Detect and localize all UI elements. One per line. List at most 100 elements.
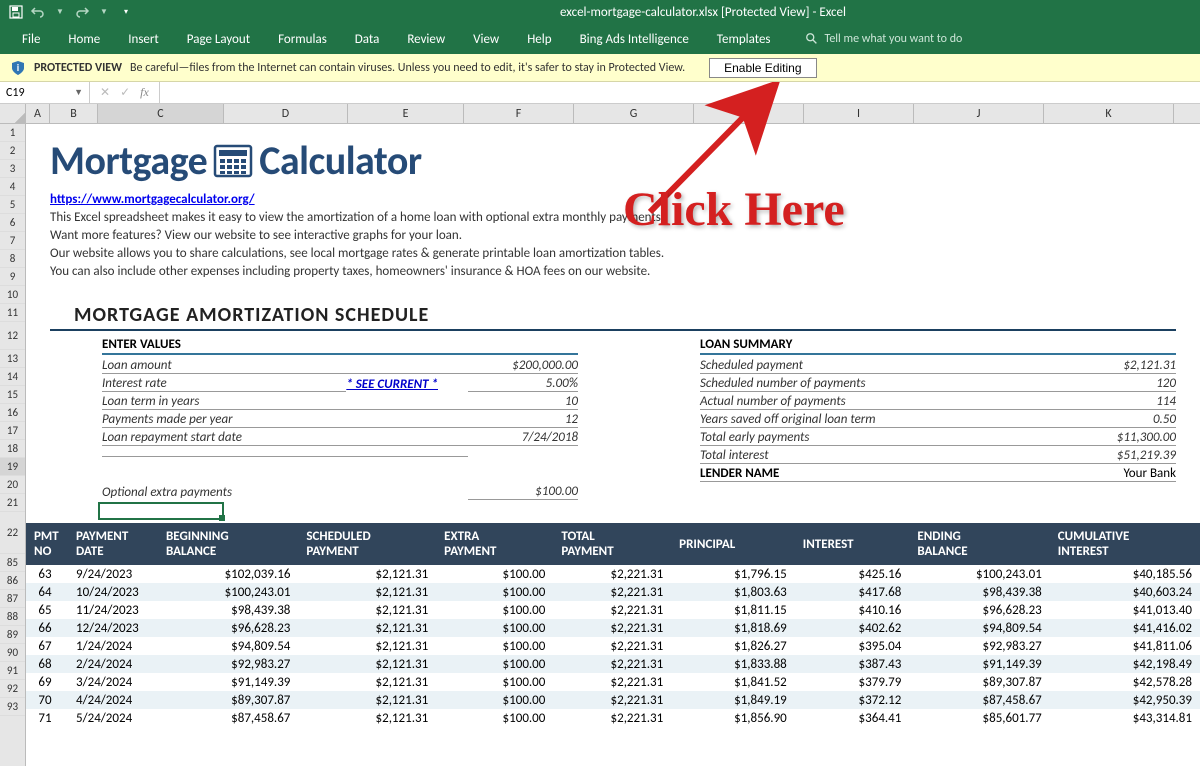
- formula-bar: C19 ▼ ✕ ✓ fx: [0, 82, 1200, 104]
- table-header: PAYMENTDATE: [68, 523, 158, 565]
- enable-editing-button[interactable]: Enable Editing: [709, 58, 816, 78]
- row-header-85[interactable]: 85: [0, 554, 25, 572]
- namebox-dropdown-icon[interactable]: ▼: [74, 87, 83, 98]
- tab-data[interactable]: Data: [341, 24, 394, 54]
- row-header-90[interactable]: 90: [0, 644, 25, 662]
- col-header-B[interactable]: B: [50, 104, 98, 123]
- website-link[interactable]: https://www.mortgagecalculator.org/: [50, 192, 255, 207]
- ribbon-tabs: File Home Insert Page Layout Formulas Da…: [0, 24, 1200, 54]
- tab-insert[interactable]: Insert: [114, 24, 173, 54]
- row-header-14[interactable]: 14: [0, 368, 25, 386]
- enter-icon[interactable]: ✓: [120, 85, 130, 100]
- row-header-5[interactable]: 5: [0, 196, 25, 214]
- col-header-C[interactable]: C: [98, 104, 224, 123]
- tellme-search[interactable]: Tell me what you want to do: [805, 32, 963, 46]
- fx-icon[interactable]: fx: [140, 85, 149, 100]
- table-header: ENDINGBALANCE: [909, 523, 1049, 565]
- row-header-92[interactable]: 92: [0, 680, 25, 698]
- tab-view[interactable]: View: [459, 24, 513, 54]
- table-header: TOTALPAYMENT: [553, 523, 671, 565]
- table-header: INTEREST: [795, 523, 910, 565]
- table-header: EXTRAPAYMENT: [436, 523, 553, 565]
- row-header-21[interactable]: 21: [0, 494, 25, 512]
- col-header-H[interactable]: H: [694, 104, 804, 123]
- input-value-row: Loan term in years10: [102, 393, 578, 411]
- row-header-86[interactable]: 86: [0, 572, 25, 590]
- tab-help[interactable]: Help: [513, 24, 565, 54]
- table-row: 682/24/2024$92,983.27$2,121.31$100.00$2,…: [26, 655, 1200, 673]
- row-header-13[interactable]: 13: [0, 350, 25, 368]
- save-icon[interactable]: [8, 4, 24, 20]
- row-header-1[interactable]: 1: [0, 124, 25, 142]
- summary-value-row: Actual number of payments114: [700, 393, 1176, 411]
- table-row: 6410/24/2023$100,243.01$2,121.31$100.00$…: [26, 583, 1200, 601]
- protected-view-label: PROTECTED VIEW: [34, 61, 122, 75]
- undo-icon[interactable]: [30, 4, 46, 20]
- row-header-88[interactable]: 88: [0, 608, 25, 626]
- row-header-89[interactable]: 89: [0, 626, 25, 644]
- quick-access-toolbar: ▼ ▼ ▾: [8, 4, 134, 20]
- select-all-button[interactable]: [0, 104, 26, 123]
- row-header-19[interactable]: 19: [0, 458, 25, 476]
- cells[interactable]: Mortgage Calculator https://www.mortgage…: [26, 124, 1200, 766]
- row-header-22[interactable]: 22: [0, 512, 25, 554]
- table-header: SCHEDULEDPAYMENT: [298, 523, 436, 565]
- row-header-2[interactable]: 2: [0, 142, 25, 160]
- row-header-11[interactable]: 11: [0, 304, 25, 322]
- col-header-G[interactable]: G: [574, 104, 694, 123]
- window-title: excel-mortgage-calculator.xlsx [Protecte…: [214, 5, 1192, 20]
- row-headers: 1234567891011121314151617181920212285868…: [0, 124, 26, 766]
- schedule-title: MORTGAGE AMORTIZATION SCHEDULE: [50, 295, 1176, 331]
- row-header-16[interactable]: 16: [0, 404, 25, 422]
- tab-pagelayout[interactable]: Page Layout: [173, 24, 264, 54]
- formula-controls: ✕ ✓ fx: [90, 82, 160, 103]
- col-header-E[interactable]: E: [348, 104, 464, 123]
- row-header-10[interactable]: 10: [0, 286, 25, 304]
- row-header-3[interactable]: 3: [0, 160, 25, 178]
- see-current-link[interactable]: * SEE CURRENT *: [346, 377, 438, 392]
- tab-bingads[interactable]: Bing Ads Intelligence: [566, 24, 703, 54]
- tab-home[interactable]: Home: [54, 24, 114, 54]
- tab-formulas[interactable]: Formulas: [264, 24, 341, 54]
- redo-icon[interactable]: [74, 4, 90, 20]
- row-header-15[interactable]: 15: [0, 386, 25, 404]
- tab-review[interactable]: Review: [393, 24, 459, 54]
- col-header-F[interactable]: F: [464, 104, 574, 123]
- row-header-20[interactable]: 20: [0, 476, 25, 494]
- row-header-93[interactable]: 93: [0, 698, 25, 716]
- row-header-4[interactable]: 4: [0, 178, 25, 196]
- table-header: CUMULATIVEINTEREST: [1050, 523, 1200, 565]
- tab-file[interactable]: File: [8, 24, 54, 54]
- row-header-7[interactable]: 7: [0, 232, 25, 250]
- col-header-A[interactable]: A: [26, 104, 50, 123]
- col-header-I[interactable]: I: [804, 104, 914, 123]
- protected-view-message: Be careful—files from the Internet can c…: [130, 61, 685, 75]
- row-header-91[interactable]: 91: [0, 662, 25, 680]
- grid: 1234567891011121314151617181920212285868…: [0, 124, 1200, 766]
- input-value-row: Loan amount$200,000.00: [102, 357, 578, 375]
- row-header-17[interactable]: 17: [0, 422, 25, 440]
- summary-value-row: Scheduled number of payments120: [700, 375, 1176, 393]
- row-header-12[interactable]: 12: [0, 322, 25, 350]
- row-header-87[interactable]: 87: [0, 590, 25, 608]
- amortization-table: PMTNOPAYMENTDATEBEGINNINGBALANCESCHEDULE…: [26, 523, 1200, 727]
- summary-value-row: Total early payments$11,300.00: [700, 429, 1176, 447]
- name-box[interactable]: C19 ▼: [0, 82, 90, 103]
- tab-templates[interactable]: Templates: [703, 24, 785, 54]
- qat-dropdown2-icon[interactable]: ▼: [96, 4, 112, 20]
- col-header-D[interactable]: D: [224, 104, 348, 123]
- col-header-J[interactable]: J: [914, 104, 1044, 123]
- qat-customize-icon[interactable]: ▾: [118, 4, 134, 20]
- column-headers: ABCDEFGHIJK: [0, 104, 1200, 124]
- col-header-K[interactable]: K: [1044, 104, 1174, 123]
- summary-value-row: Total interest$51,219.39: [700, 447, 1176, 465]
- qat-dropdown-icon[interactable]: ▼: [52, 4, 68, 20]
- titlebar: ▼ ▼ ▾ excel-mortgage-calculator.xlsx [Pr…: [0, 0, 1200, 54]
- cancel-icon[interactable]: ✕: [100, 85, 110, 100]
- input-value-row: Payments made per year12: [102, 411, 578, 429]
- svg-text:i: i: [17, 61, 19, 74]
- row-header-8[interactable]: 8: [0, 250, 25, 268]
- row-header-9[interactable]: 9: [0, 268, 25, 286]
- row-header-18[interactable]: 18: [0, 440, 25, 458]
- row-header-6[interactable]: 6: [0, 214, 25, 232]
